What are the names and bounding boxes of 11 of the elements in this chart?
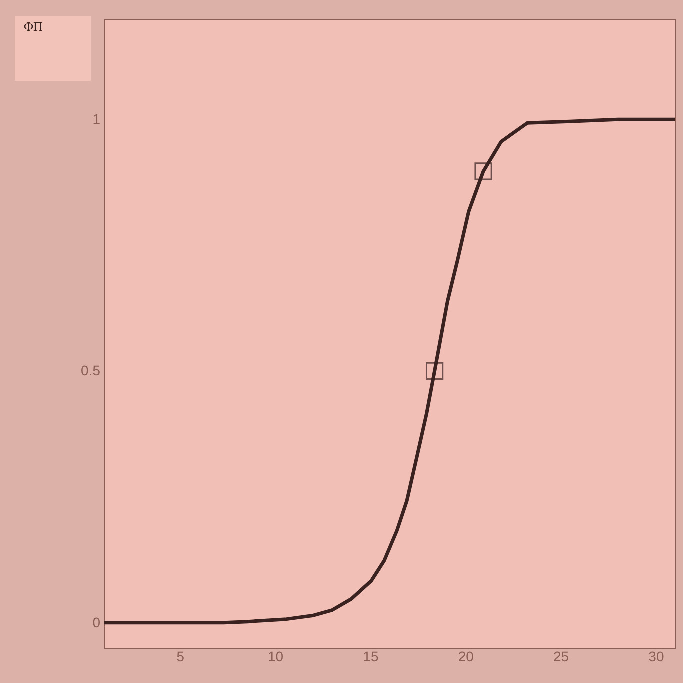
y-axis-title: ΦΠ [24, 19, 43, 34]
x-tick-label: 10 [268, 648, 284, 664]
x-tick-label: 15 [363, 648, 379, 664]
x-tick-label: 25 [554, 648, 570, 664]
x-tick-label: 20 [458, 648, 474, 664]
x-tick-label: 5 [176, 648, 185, 664]
x-tick-label: 30 [648, 648, 664, 664]
line-series [104, 118, 675, 625]
y-tick-label: 1 [92, 111, 101, 128]
y-tick-label: 0 [92, 614, 101, 630]
y-tick-label: 0.5 [81, 362, 101, 379]
